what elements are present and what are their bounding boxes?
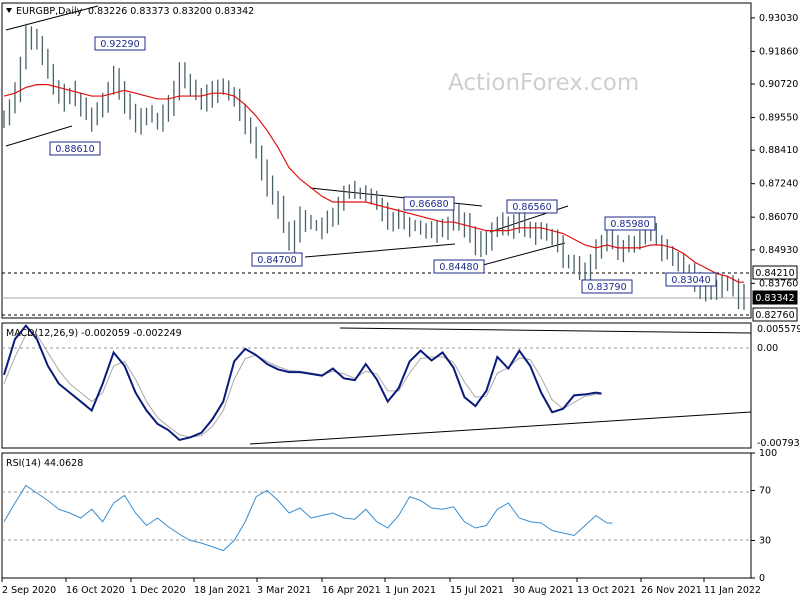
annotation-layer: 0.92290 0.88610 0.84700 0.86680 0.84480 0.865…	[49, 36, 717, 294]
macd-trendline-bottom	[249, 411, 752, 445]
price-annotation-label: 0.84700	[257, 255, 296, 266]
macd-panel-frame	[1, 322, 752, 449]
x-tick-label: 2 Sep 2020	[2, 585, 56, 596]
price-annotation: 0.85980	[604, 216, 656, 231]
current-price-label: 0.83342	[755, 293, 794, 304]
ohlc-values: 0.83226 0.83373 0.83200 0.83342	[88, 6, 254, 17]
rsi-y-tick-label: 100	[759, 448, 777, 459]
price-y-tick-label: 0.84930	[759, 245, 798, 256]
price-annotation: 0.84700	[251, 252, 303, 267]
level-marker-082760: 0.82760	[752, 307, 798, 322]
price-annotation-label: 0.86680	[409, 199, 448, 210]
x-tick-label: 16 Oct 2020	[66, 585, 125, 596]
level-marker-084210-label: 0.84210	[755, 268, 794, 279]
trendline-triangle-bottom	[304, 243, 456, 258]
price-annotation-label: 0.84480	[439, 262, 478, 273]
price-y-tick-label: 0.88410	[759, 145, 798, 156]
rsi-y-ticks: 100 70 30 0	[751, 448, 777, 584]
macd-y-tick-label: 0.00	[757, 343, 778, 354]
trendline-top-left	[5, 5, 99, 31]
rsi-marks	[3, 484, 613, 552]
x-tick-label: 13 Oct 2021	[577, 585, 636, 596]
dropdown-triangle-icon	[6, 8, 12, 13]
price-annotation: 0.92290	[94, 36, 146, 51]
ema-marks	[3, 84, 744, 283]
x-tick-label: 1 Dec 2020	[131, 585, 186, 596]
price-annotation: 0.83040	[665, 272, 717, 287]
x-tick-label: 3 Mar 2021	[257, 585, 311, 596]
price-y-ticks: 0.93030 0.91860 0.90720 0.89550 0.88410 0.872…	[751, 13, 798, 289]
price-annotation-label: 0.88610	[55, 144, 94, 155]
price-annotation: 0.86680	[403, 196, 455, 211]
price-y-tick-label: 0.86070	[759, 212, 798, 223]
price-marks	[3, 23, 745, 310]
x-tick-label: 18 Jan 2021	[194, 585, 251, 596]
x-tick-label: 15 Jul 2021	[450, 585, 504, 596]
price-annotation: 0.88610	[49, 141, 101, 156]
price-y-tick-label: 0.87240	[759, 179, 798, 190]
rsi-label: RSI(14) 44.0628	[6, 458, 83, 469]
rsi-line	[3, 484, 613, 552]
price-panel-frame	[1, 2, 752, 319]
trendline-bottom-left	[5, 125, 73, 147]
rsi-y-tick-label: 0	[759, 573, 765, 584]
x-tick-label: 16 Apr 2021	[322, 585, 381, 596]
price-annotation-label: 0.85980	[610, 219, 649, 230]
price-y-tick-label: 0.83760	[759, 278, 798, 289]
price-annotation-label: 0.83040	[671, 275, 710, 286]
macd-y-tick-label: 0.005579	[757, 324, 800, 335]
macd-trendline-top	[339, 327, 752, 334]
watermark: ActionForex.com	[448, 70, 640, 96]
price-y-tick-label: 0.89550	[759, 113, 798, 124]
price-y-tick-label: 0.90720	[759, 79, 798, 90]
rsi-panel-frame	[1, 452, 752, 579]
x-tick-label: 1 Jun 2021	[385, 585, 436, 596]
x-tick-label: 26 Nov 2021	[641, 585, 702, 596]
price-y-tick-label: 0.91860	[759, 46, 798, 57]
macd-line	[3, 324, 602, 442]
macd-label: MACD(12,26,9) -0.002059 -0.002249	[6, 328, 182, 339]
price-header: EURGBP,Daily 0.83226 0.83373 0.83200 0.8…	[6, 6, 254, 17]
price-annotation-label: 0.86560	[512, 202, 551, 213]
level-marker-084210: 0.84210	[752, 265, 798, 280]
x-tick-label: 30 Aug 2021	[513, 585, 574, 596]
macd-marks	[3, 324, 602, 442]
price-annotation-label: 0.92290	[100, 39, 139, 50]
rsi-y-tick-label: 70	[759, 486, 771, 497]
price-annotation: 0.84480	[433, 259, 485, 274]
price-annotation: 0.86560	[506, 199, 558, 214]
trendline-channel-bottom	[482, 242, 566, 266]
rsi-y-tick-label: 30	[759, 536, 771, 547]
ema-line	[3, 84, 744, 283]
x-tick-label: 11 Jan 2022	[704, 585, 761, 596]
current-price-marker: 0.83342	[752, 290, 798, 305]
level-marker-082760-label: 0.82760	[755, 310, 794, 321]
symbol-label: EURGBP,Daily	[16, 6, 83, 17]
x-axis-ticks: 2 Sep 2020 16 Oct 2020 1 Dec 2020 18 Jan 20…	[1, 578, 761, 596]
price-annotation-label: 0.83790	[587, 282, 626, 293]
price-y-tick-label: 0.93030	[759, 13, 798, 24]
price-annotation: 0.83790	[581, 279, 633, 294]
